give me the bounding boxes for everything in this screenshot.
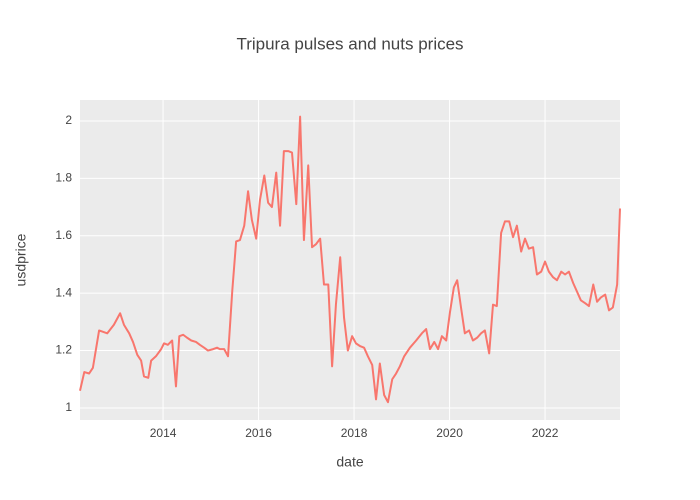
y-tick-label: 1.8 <box>55 171 72 185</box>
y-tick-label: 1.4 <box>55 285 72 299</box>
x-tick-label: 2016 <box>245 426 272 440</box>
x-tick-label: 2014 <box>150 426 177 440</box>
y-tick-label: 1 <box>65 400 72 414</box>
y-axis-title: usdprice <box>13 233 29 286</box>
x-tick-label: 2018 <box>341 426 368 440</box>
x-tick-label: 2020 <box>436 426 463 440</box>
line-series <box>79 115 621 404</box>
y-tick-label: 2 <box>65 113 72 127</box>
x-axis-title: date <box>336 454 363 470</box>
y-tick-label: 1.2 <box>55 343 72 357</box>
plot-background <box>80 100 620 420</box>
chart-title: Tripura pulses and nuts prices <box>236 34 463 53</box>
y-tick-label: 1.6 <box>55 228 72 242</box>
x-tick-label: 2022 <box>532 426 559 440</box>
